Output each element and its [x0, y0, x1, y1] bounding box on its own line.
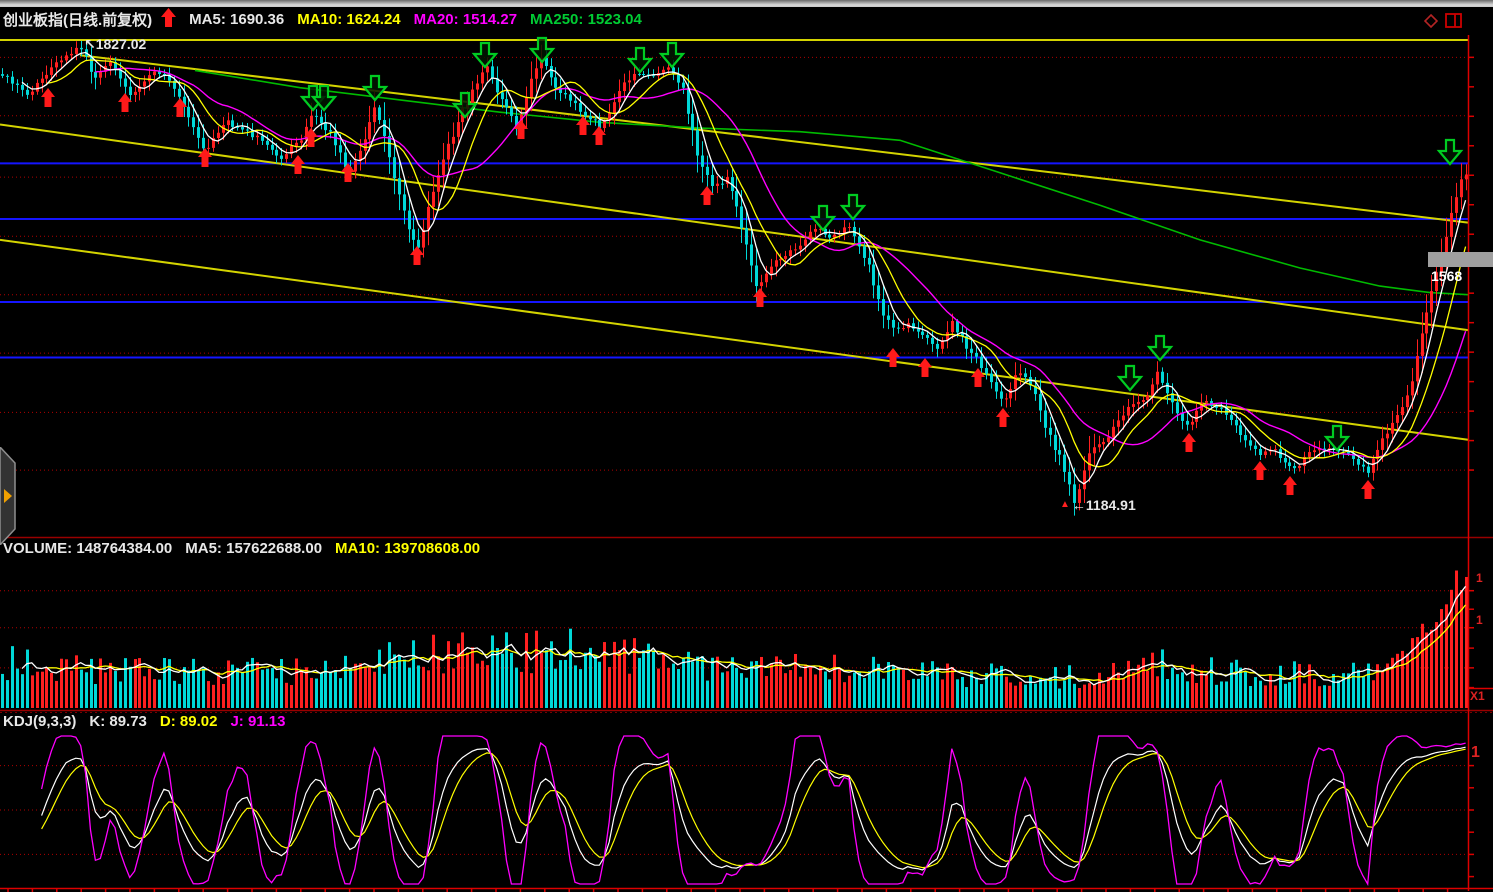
sell-arrow: [528, 36, 556, 64]
volume-ma5-readout: MA5: 157622688.00: [185, 540, 323, 557]
ma10-readout: MA10: 1624.24: [297, 11, 401, 28]
kdj-label: KDJ(9,3,3): [3, 713, 77, 730]
sell-arrow: [658, 41, 686, 69]
buy-arrow: [1182, 433, 1196, 452]
kdj-axis-label-fragment: 1: [1471, 744, 1480, 761]
volume-ma10-readout: MA10: 139708608.00: [335, 540, 481, 557]
flyout-arrow-icon: [4, 489, 12, 503]
buy-arrow: [291, 155, 305, 174]
low-price-annotation: ▲ ←1184.91: [1060, 498, 1136, 513]
main-panel: [0, 36, 1469, 516]
ma20-readout: MA20: 1514.27: [413, 11, 518, 28]
buy-arrow: [1361, 480, 1375, 499]
buy-arrow: [971, 368, 985, 387]
trend-line: [0, 238, 1469, 441]
kdj-k-readout: K: 89.73: [89, 713, 147, 730]
buy-arrow: [700, 186, 714, 205]
low-price-text: ←1184.91: [1071, 497, 1136, 513]
trend-line: [0, 123, 1469, 332]
sell-arrow: [1146, 334, 1174, 362]
diamond-icon[interactable]: [1423, 13, 1439, 33]
current-price-label: 1568: [1431, 268, 1463, 284]
kdj-j-readout: J: 91.13: [230, 713, 286, 730]
buy-arrow: [576, 116, 590, 135]
sell-arrow: [626, 46, 654, 74]
buy-arrow: [514, 120, 528, 139]
volume-axis-label-fragment-2: 1: [1476, 613, 1483, 627]
sidebar-flyout-handle[interactable]: [0, 445, 16, 547]
sell-arrow: [1323, 424, 1351, 452]
sell-arrow: [809, 204, 837, 232]
buy-arrow: [118, 93, 132, 112]
buy-arrow: [918, 358, 932, 377]
symbol-title: 创业板指(日线.前复权): [3, 12, 153, 29]
sell-arrow: [361, 74, 389, 102]
buy-arrow: [304, 128, 318, 147]
main-chart-header: 创业板指(日线.前复权) MA5: 1690.36 MA10: 1624.24 …: [3, 8, 642, 31]
split-window-icon[interactable]: [1445, 13, 1462, 33]
volume-scale-multiplier-label: X1: [1470, 689, 1485, 703]
sell-arrow: [451, 91, 479, 119]
kdj-header: KDJ(9,3,3) K: 89.73 D: 89.02 J: 91.13: [3, 713, 286, 730]
ma5-readout: MA5: 1690.36: [189, 11, 285, 28]
buy-arrow: [410, 246, 424, 265]
chart-toolbar-icons: [1423, 13, 1462, 33]
sell-arrow: [1436, 138, 1464, 166]
buy-arrow: [41, 88, 55, 107]
volume-readout: VOLUME: 148764384.00: [3, 540, 173, 557]
volume-header: VOLUME: 148764384.00 MA5: 157622688.00 M…: [3, 540, 480, 557]
sell-arrow: [839, 193, 867, 221]
high-price-annotation: ↖1827.02: [84, 36, 147, 52]
kdj-panel: [0, 735, 1468, 887]
buy-arrow: [198, 148, 212, 167]
low-marker-triangle: ▲: [1060, 499, 1070, 510]
ma250-readout: MA250: 1523.04: [530, 11, 642, 28]
buy-arrow: [753, 288, 767, 307]
sell-arrow: [310, 84, 338, 112]
trend-up-arrow-icon: [161, 8, 177, 31]
sell-arrow: [471, 41, 499, 69]
sell-arrow: [1116, 364, 1144, 392]
volume-panel: [0, 570, 1468, 708]
buy-arrow: [1283, 476, 1297, 495]
buy-arrow: [592, 126, 606, 145]
window-top-strip: [0, 0, 1493, 7]
ma250-line: [194, 69, 1469, 296]
trend-line: [79, 54, 1469, 224]
buy-arrow: [1253, 461, 1267, 480]
buy-arrow: [996, 408, 1010, 427]
buy-arrow: [173, 98, 187, 117]
volume-axis-label-fragment-1: 1: [1476, 571, 1483, 585]
kdj-d-readout: D: 89.02: [159, 713, 218, 730]
axes: [0, 35, 1493, 892]
buy-arrow: [341, 163, 355, 182]
right-edge-gray-tag: [1428, 252, 1493, 267]
buy-arrow: [886, 348, 900, 367]
